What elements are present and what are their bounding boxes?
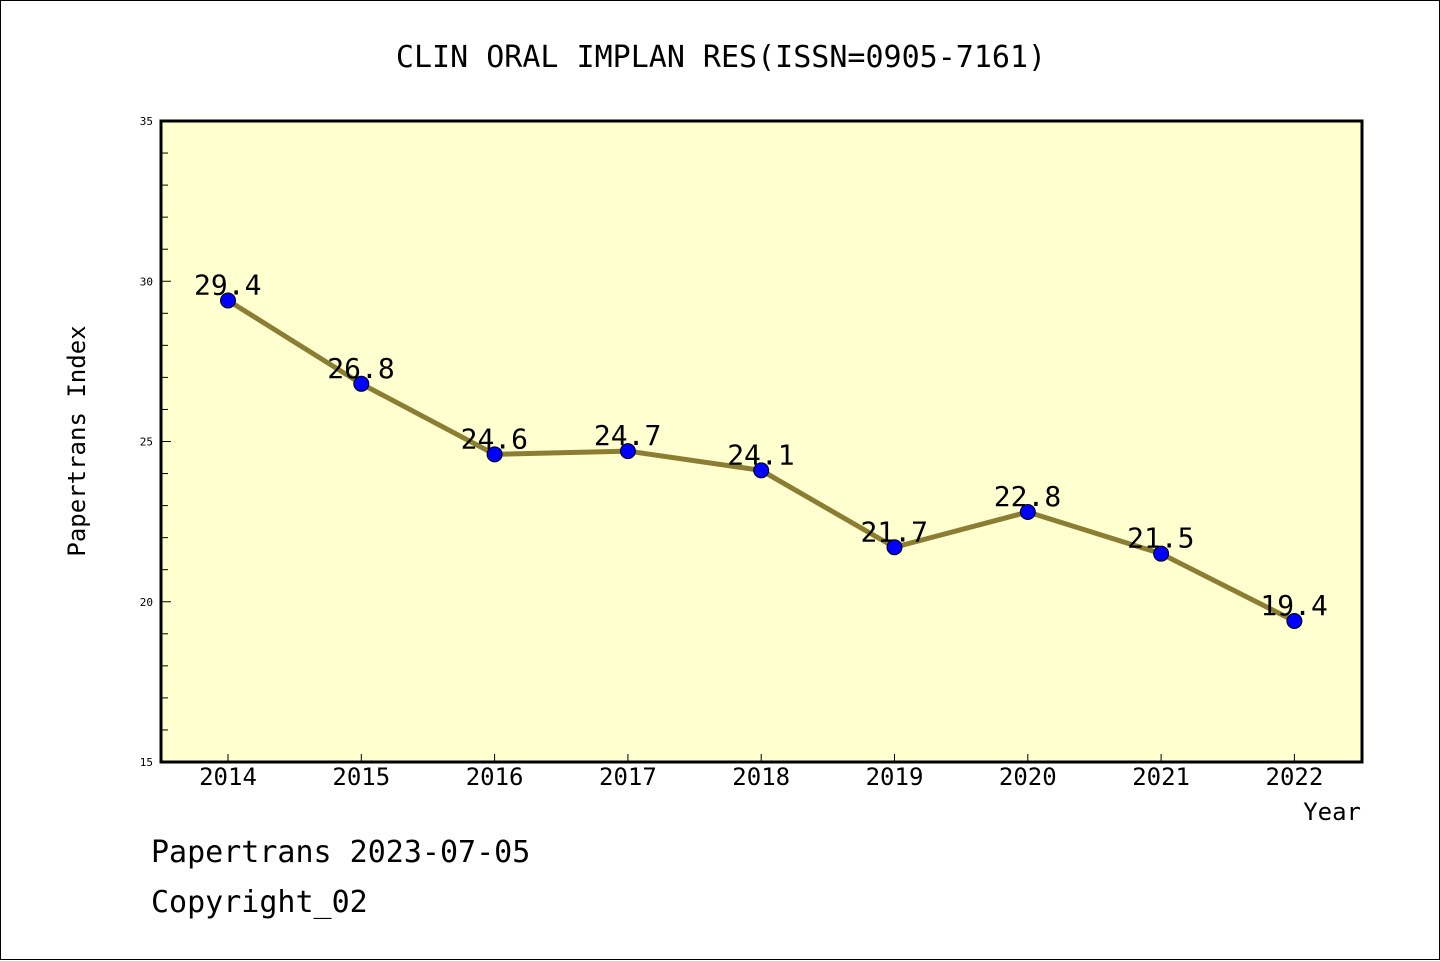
x-tick-label: 2017 [599,763,657,791]
y-tick-label: 20 [140,596,153,609]
x-tick-label: 2019 [866,763,924,791]
footer-copyright-text: Copyright_02 [151,885,368,920]
x-axis-label: Year [1303,798,1361,826]
data-label: 21.5 [1127,522,1194,555]
data-point [1019,504,1036,521]
data-point [486,446,503,463]
data-label: 26.8 [327,352,394,385]
data-label: 24.1 [727,438,794,471]
data-label: 19.4 [1260,589,1327,622]
x-tick-label: 2016 [466,763,524,791]
y-axis-label: Papertrans Index [63,325,91,556]
chart-title: CLIN ORAL IMPLAN RES(ISSN=0905-7161) [396,40,1046,75]
data-label: 22.8 [994,480,1061,513]
data-point [1153,545,1170,562]
data-point [753,462,770,479]
data-label: 21.7 [861,515,928,548]
data-point [220,292,236,309]
x-tick-label: 2014 [199,763,257,791]
data-point [886,539,903,556]
x-tick-label: 2022 [1266,763,1324,791]
series-group [220,292,1303,629]
x-tick-label: 2021 [1132,763,1190,791]
x-axis: 2014 2015 2016 2017 2018 2019 2020 2021 2022 [199,754,1323,791]
x-tick-label: 2015 [332,763,390,791]
y-axis: 15 20 25 30 35 [140,115,171,769]
y-tick-label: 15 [140,756,153,769]
data-labels: 29.4 26.8 24.6 24.7 24.1 21.7 22.8 21.5 19.4 [194,268,1328,621]
y-tick-label: 30 [140,275,153,288]
footer-date-text: Papertrans 2023-07-05 [151,835,531,870]
x-tick-label: 2018 [732,763,790,791]
data-label: 24.6 [461,422,528,455]
data-label: 29.4 [194,268,261,301]
data-point [1286,612,1303,629]
data-label: 24.7 [594,419,661,452]
data-point [353,375,370,392]
data-point [619,443,636,460]
plot-area [159,119,1364,764]
x-tick-label: 2020 [999,763,1057,791]
y-tick-label: 25 [140,436,153,449]
y-tick-label: 35 [140,115,153,128]
